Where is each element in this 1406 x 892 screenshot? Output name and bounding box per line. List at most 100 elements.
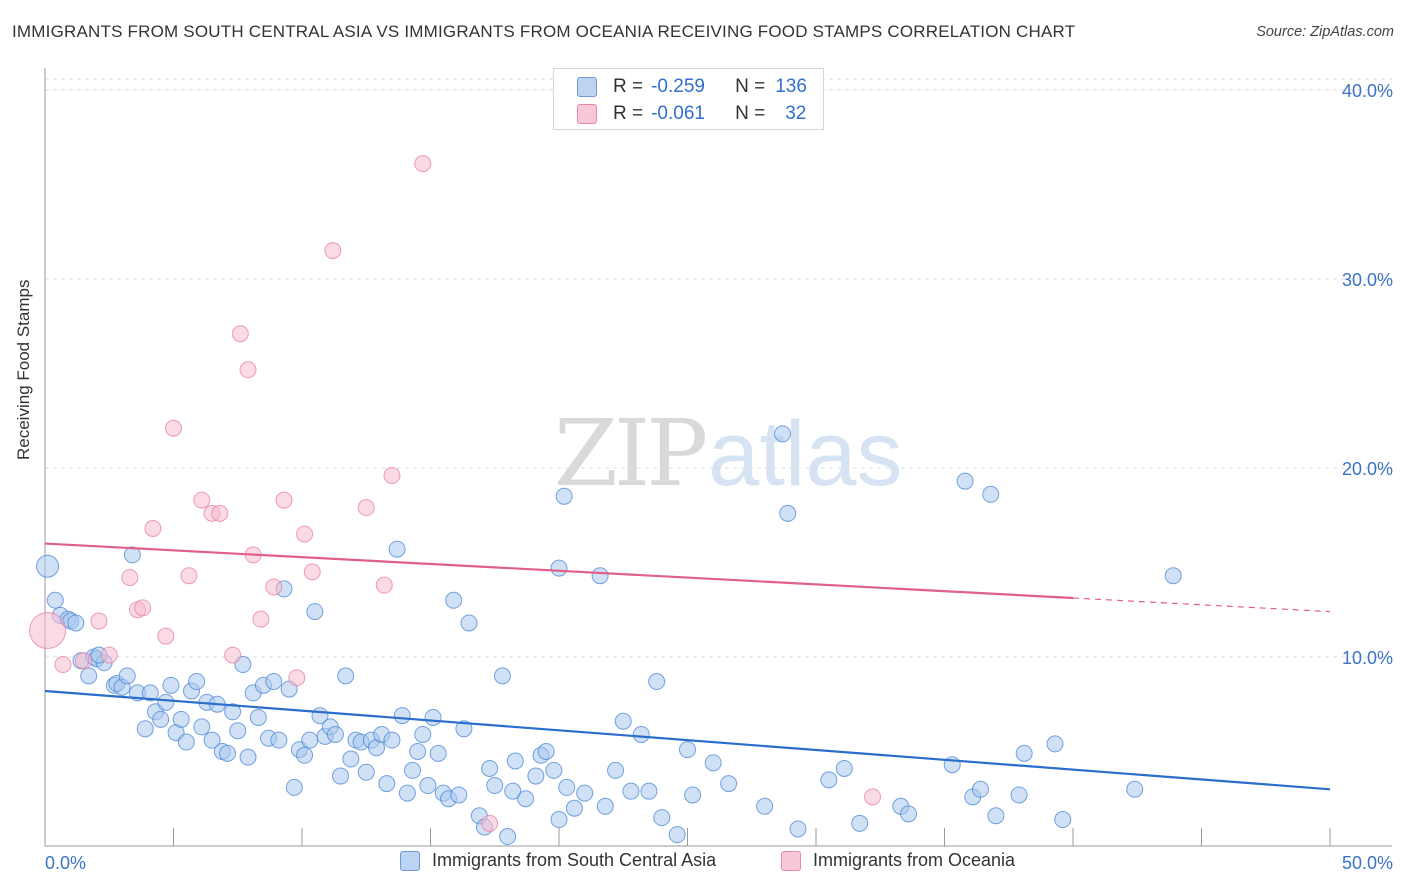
blue-data-point [285, 778, 303, 796]
blue-data-point [388, 540, 406, 558]
blue-data-point [306, 603, 324, 621]
blue-data-point [504, 782, 522, 800]
blue-trend-line [44, 689, 1331, 791]
blue-data-point [558, 778, 576, 796]
blue-data-point [455, 720, 473, 738]
correlation-legend: R = -0.259 N = 136 R = -0.061 N = 32 [553, 68, 824, 130]
legend-r-label-pink: R = [613, 103, 644, 124]
legend-n-value-blue: 136 [775, 76, 807, 97]
pink-data-point [90, 612, 108, 630]
blue-data-point [653, 809, 671, 827]
y-tick-label: 20.0% [1342, 459, 1393, 479]
blue-data-point [486, 777, 504, 795]
pink-data-point [357, 499, 375, 517]
pink-data-point [303, 563, 321, 581]
blue-data-point [1046, 735, 1064, 753]
blue-data-point [404, 761, 422, 779]
blue-data-point [545, 761, 563, 779]
blue-data-point [576, 784, 594, 802]
blue-data-point [779, 504, 797, 522]
legend-swatch-blue [577, 77, 597, 97]
pink-data-point [288, 669, 306, 687]
blue-data-point [648, 673, 666, 691]
blue-data-point [301, 731, 319, 749]
legend-row-blue: R = -0.259 N = 136 [577, 75, 807, 99]
x-tick-label: 0.0% [45, 853, 86, 873]
pink-data-point [165, 419, 182, 437]
blue-data-point [177, 733, 195, 751]
pink-data-point [180, 567, 198, 585]
blue-data-point [900, 805, 918, 823]
blue-data-point [679, 741, 696, 759]
blue-data-point [527, 767, 545, 785]
blue-data-point [357, 763, 375, 781]
pink-data-point [383, 467, 401, 485]
blue-data-point [172, 710, 190, 728]
legend-r-value-pink: -0.061 [651, 103, 705, 124]
pink-data-point [231, 325, 249, 343]
pink-trend-line-extension [1072, 597, 1331, 613]
blue-data-point [1126, 780, 1144, 798]
pink-data-point [157, 627, 175, 645]
blue-data-point [337, 667, 355, 685]
blue-data-point [239, 748, 257, 766]
pink-data-point [239, 361, 257, 379]
blue-data-point [1164, 567, 1182, 585]
blue-data-point [188, 673, 206, 691]
blue-data-point [1015, 744, 1033, 762]
pink-data-point [275, 491, 293, 509]
bottom-legend-label-pink: Immigrants from Oceania [813, 850, 1016, 870]
bottom-legend-label-blue: Immigrants from South Central Asia [432, 850, 717, 870]
legend-r-label-blue: R = [613, 76, 644, 97]
pink-data-point [100, 646, 118, 664]
blue-data-point [118, 667, 136, 685]
watermark: ZIPatlas [554, 400, 903, 507]
blue-data-point [218, 744, 236, 762]
blue-data-point [332, 767, 350, 785]
blue-data-point [607, 761, 625, 779]
blue-data-point [393, 707, 411, 725]
legend-n-value-pink: 32 [785, 103, 807, 124]
blue-data-point [460, 614, 478, 632]
blue-data-point [622, 782, 640, 800]
blue-data-point [296, 746, 314, 764]
blue-data-point [591, 567, 609, 585]
blue-data-point [326, 725, 344, 743]
bottom-legend-swatch-pink [781, 850, 801, 871]
blue-data-point [162, 676, 180, 694]
blue-data-point [36, 554, 60, 578]
watermark-atlas: atlas [708, 403, 903, 505]
blue-data-point [429, 744, 447, 762]
blue-data-point [851, 814, 869, 832]
pink-data-point [265, 578, 283, 596]
pink-data-point [144, 519, 162, 537]
blue-data-point [265, 673, 283, 691]
blue-data-point [141, 684, 159, 702]
blue-data-point [203, 731, 221, 749]
pink-data-point [134, 599, 152, 617]
blue-data-point [596, 797, 614, 815]
blue-data-point [481, 760, 499, 777]
blue-data-point [378, 775, 396, 793]
blue-data-point [80, 667, 98, 685]
blue-data-point [445, 591, 463, 609]
pink-data-point [481, 814, 499, 832]
blue-data-point [136, 720, 154, 738]
blue-data-point [270, 731, 288, 749]
blue-data-point [982, 485, 1000, 503]
blue-data-point [820, 771, 838, 789]
bottom-legend-blue: Immigrants from South Central Asia [400, 850, 716, 871]
pink-data-point [414, 155, 432, 173]
pink-data-point [121, 569, 139, 587]
legend-r-value-blue: -0.259 [651, 76, 705, 97]
blue-data-point [249, 708, 267, 726]
blue-data-point [550, 811, 568, 829]
blue-data-point [555, 487, 573, 505]
blue-data-point [229, 722, 247, 740]
y-tick-label: 30.0% [1342, 270, 1393, 290]
bottom-legend-pink: Immigrants from Oceania [781, 850, 1015, 871]
blue-data-point [640, 782, 658, 800]
y-tick-label: 40.0% [1342, 81, 1393, 101]
y-axis-label-wrap: Receiving Food Stamps [14, 280, 34, 460]
